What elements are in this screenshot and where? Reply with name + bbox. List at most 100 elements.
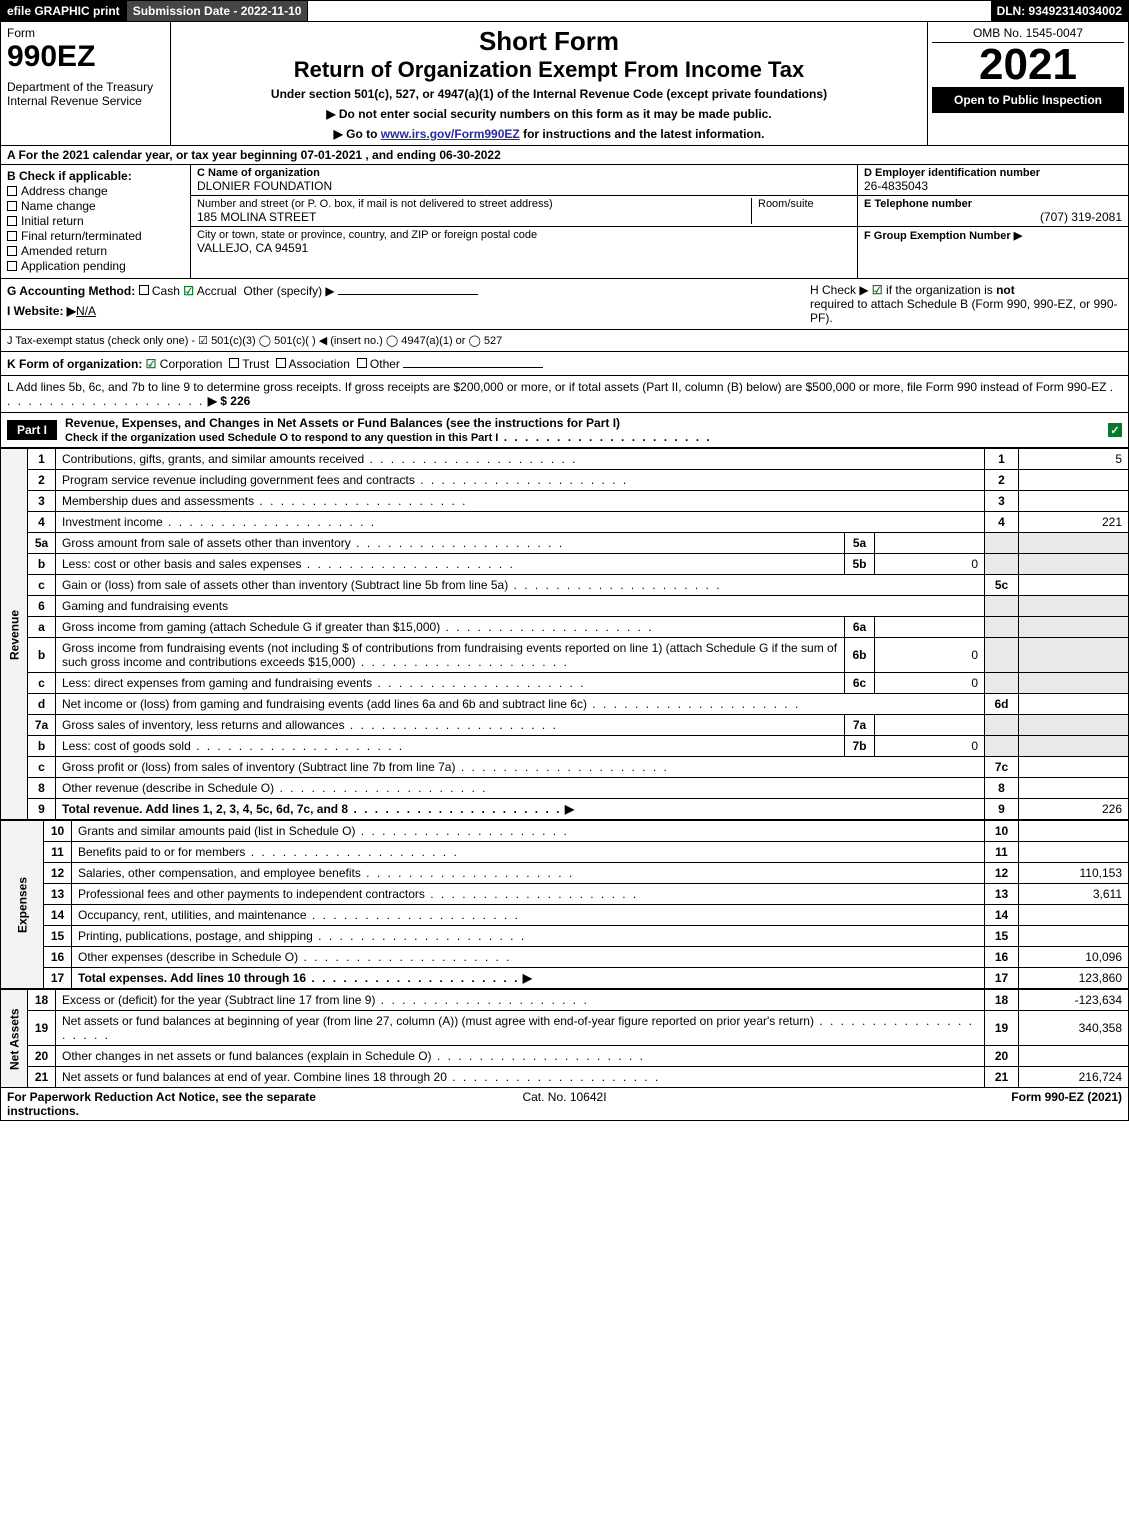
sub-number: 7b — [845, 736, 875, 757]
line-amount: 10,096 — [1019, 947, 1129, 968]
short-form-title: Short Form — [177, 26, 921, 57]
i-label: I Website: ▶ — [7, 304, 76, 318]
checkbox[interactable] — [7, 261, 17, 271]
line-description: Professional fees and other payments to … — [72, 884, 985, 905]
table-row: aGross income from gaming (attach Schedu… — [1, 617, 1129, 638]
line-description: Gross profit or (loss) from sales of inv… — [56, 757, 985, 778]
line-description: Net assets or fund balances at beginning… — [56, 1011, 985, 1046]
line-ref: 16 — [985, 947, 1019, 968]
trust-label: Trust — [242, 357, 269, 371]
line-ref: 13 — [985, 884, 1019, 905]
sub-amount — [875, 533, 985, 554]
goto-line: ▶ Go to www.irs.gov/Form990EZ for instru… — [177, 127, 921, 141]
sub-number: 6a — [845, 617, 875, 638]
line-h: H Check ▶ ☑ if the organization is not r… — [802, 283, 1122, 325]
line-ref: 14 — [985, 905, 1019, 926]
room-label: Room/suite — [758, 198, 851, 210]
line-number: 12 — [44, 863, 72, 884]
table-row: 14Occupancy, rent, utilities, and mainte… — [1, 905, 1129, 926]
footer-left: For Paperwork Reduction Act Notice, see … — [7, 1090, 379, 1118]
line-a: A For the 2021 calendar year, or tax yea… — [0, 146, 1129, 165]
accrual-label: Accrual — [197, 284, 237, 298]
checkbox-label: Amended return — [21, 244, 107, 258]
table-row: 9Total revenue. Add lines 1, 2, 3, 4, 5c… — [1, 799, 1129, 820]
part-1-title: Revenue, Expenses, and Changes in Net As… — [65, 416, 620, 430]
line-amount — [1019, 926, 1129, 947]
checkbox[interactable] — [7, 231, 17, 241]
line-ref: 12 — [985, 863, 1019, 884]
l-amount: ▶ $ 226 — [208, 394, 251, 408]
table-row: 12Salaries, other compensation, and empl… — [1, 863, 1129, 884]
column-b: B Check if applicable: Address changeNam… — [1, 165, 191, 278]
table-row: bLess: cost of goods sold7b0 — [1, 736, 1129, 757]
line-description: Benefits paid to or for members — [72, 842, 985, 863]
line-amount: 3,611 — [1019, 884, 1129, 905]
ein-value: 26-4835043 — [864, 179, 1122, 193]
table-row: 8Other revenue (describe in Schedule O)8 — [1, 778, 1129, 799]
checkbox-label: Address change — [21, 184, 108, 198]
line-description: Other expenses (describe in Schedule O) — [72, 947, 985, 968]
addr-label: Number and street (or P. O. box, if mail… — [197, 198, 741, 210]
trust-checkbox[interactable] — [229, 358, 239, 368]
line-ref: 18 — [985, 990, 1019, 1011]
line-ref: 7c — [985, 757, 1019, 778]
table-row: bGross income from fundraising events (n… — [1, 638, 1129, 673]
col-b-item: Amended return — [7, 244, 184, 258]
sub-number: 6c — [845, 673, 875, 694]
line-description: Other revenue (describe in Schedule O) — [56, 778, 985, 799]
line-ref — [985, 533, 1019, 554]
line-ref: 6d — [985, 694, 1019, 715]
table-row: 7aGross sales of inventory, less returns… — [1, 715, 1129, 736]
footer-form-num: 990-EZ — [1045, 1090, 1084, 1104]
line-number: 18 — [28, 990, 56, 1011]
sub-amount — [875, 617, 985, 638]
checkbox-label: Final return/terminated — [21, 229, 142, 243]
table-row: Revenue1Contributions, gifts, grants, an… — [1, 449, 1129, 470]
cash-label: Cash — [152, 284, 180, 298]
revenue-vertical-label: Revenue — [1, 449, 28, 820]
line-amount — [1019, 736, 1129, 757]
line-number: 9 — [28, 799, 56, 820]
line-number: 16 — [44, 947, 72, 968]
line-description: Less: cost or other basis and sales expe… — [56, 554, 845, 575]
tax-year: 2021 — [932, 43, 1124, 87]
h-pre: H Check ▶ — [810, 283, 872, 297]
cash-checkbox[interactable] — [139, 285, 149, 295]
line-amount — [1019, 778, 1129, 799]
sub-number: 6b — [845, 638, 875, 673]
line-amount — [1019, 554, 1129, 575]
checkbox[interactable] — [7, 246, 17, 256]
table-row: 17Total expenses. Add lines 10 through 1… — [1, 968, 1129, 989]
checkbox[interactable] — [7, 216, 17, 226]
line-number: c — [28, 575, 56, 596]
line-ref: 5c — [985, 575, 1019, 596]
line-ref — [985, 638, 1019, 673]
line-ref — [985, 673, 1019, 694]
line-ref: 10 — [985, 821, 1019, 842]
line-l: L Add lines 5b, 6c, and 7b to line 9 to … — [0, 376, 1129, 413]
line-amount: 110,153 — [1019, 863, 1129, 884]
other-checkbox[interactable] — [357, 358, 367, 368]
assoc-checkbox[interactable] — [276, 358, 286, 368]
page-footer: For Paperwork Reduction Act Notice, see … — [0, 1088, 1129, 1121]
form-header: Form 990EZ Department of the Treasury In… — [0, 22, 1129, 146]
line-number: d — [28, 694, 56, 715]
header-mid: Short Form Return of Organization Exempt… — [171, 22, 928, 145]
table-row: 4Investment income4221 — [1, 512, 1129, 533]
part-1-label: Part I — [7, 420, 57, 440]
table-row: 2Program service revenue including gover… — [1, 470, 1129, 491]
section-bcd: B Check if applicable: Address changeNam… — [0, 165, 1129, 279]
line-ref — [985, 617, 1019, 638]
checkbox[interactable] — [7, 201, 17, 211]
ssn-warning: ▶ Do not enter social security numbers o… — [177, 107, 921, 121]
open-to-public: Open to Public Inspection — [932, 87, 1124, 113]
table-row: 16Other expenses (describe in Schedule O… — [1, 947, 1129, 968]
line-ref: 20 — [985, 1046, 1019, 1067]
line-number: 5a — [28, 533, 56, 554]
irs-link[interactable]: www.irs.gov/Form990EZ — [381, 127, 520, 141]
line-number: 15 — [44, 926, 72, 947]
col-b-item: Name change — [7, 199, 184, 213]
line-description: Salaries, other compensation, and employ… — [72, 863, 985, 884]
checkbox[interactable] — [7, 186, 17, 196]
line-description: Total revenue. Add lines 1, 2, 3, 4, 5c,… — [56, 799, 985, 820]
